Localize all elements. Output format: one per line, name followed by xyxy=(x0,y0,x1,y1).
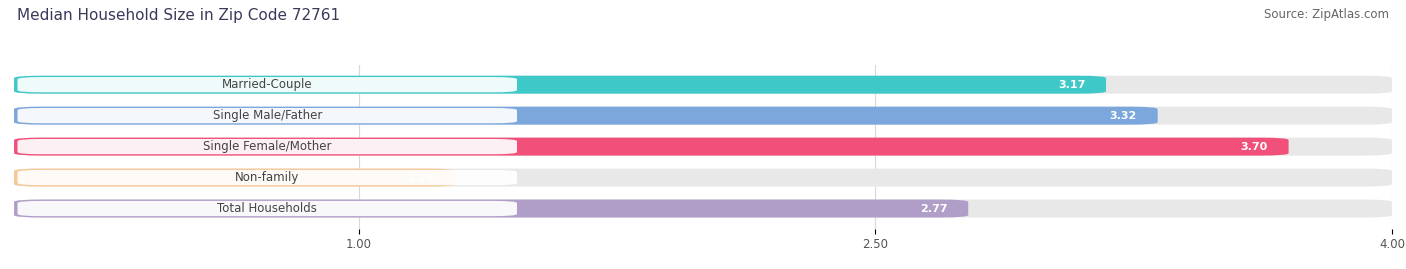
Text: Single Male/Father: Single Male/Father xyxy=(212,109,322,122)
FancyBboxPatch shape xyxy=(14,200,1392,218)
FancyBboxPatch shape xyxy=(14,107,1157,125)
FancyBboxPatch shape xyxy=(14,169,1392,186)
Text: 3.17: 3.17 xyxy=(1057,80,1085,90)
FancyBboxPatch shape xyxy=(14,138,1392,155)
FancyBboxPatch shape xyxy=(17,201,517,216)
FancyBboxPatch shape xyxy=(14,200,969,218)
FancyBboxPatch shape xyxy=(14,107,1392,125)
FancyBboxPatch shape xyxy=(17,77,517,92)
FancyBboxPatch shape xyxy=(17,170,517,185)
FancyBboxPatch shape xyxy=(17,108,517,123)
Text: Single Female/Mother: Single Female/Mother xyxy=(202,140,332,153)
Text: 1.28: 1.28 xyxy=(406,173,434,183)
Text: 3.32: 3.32 xyxy=(1109,111,1137,121)
Text: Non-family: Non-family xyxy=(235,171,299,184)
FancyBboxPatch shape xyxy=(14,76,1392,94)
Text: Median Household Size in Zip Code 72761: Median Household Size in Zip Code 72761 xyxy=(17,8,340,23)
FancyBboxPatch shape xyxy=(14,138,1289,155)
Text: 2.77: 2.77 xyxy=(920,204,948,214)
Text: 3.70: 3.70 xyxy=(1240,141,1268,152)
FancyBboxPatch shape xyxy=(14,76,1107,94)
Text: Source: ZipAtlas.com: Source: ZipAtlas.com xyxy=(1264,8,1389,21)
FancyBboxPatch shape xyxy=(17,139,517,154)
FancyBboxPatch shape xyxy=(14,169,456,186)
Text: Married-Couple: Married-Couple xyxy=(222,78,312,91)
Text: Total Households: Total Households xyxy=(218,202,318,215)
